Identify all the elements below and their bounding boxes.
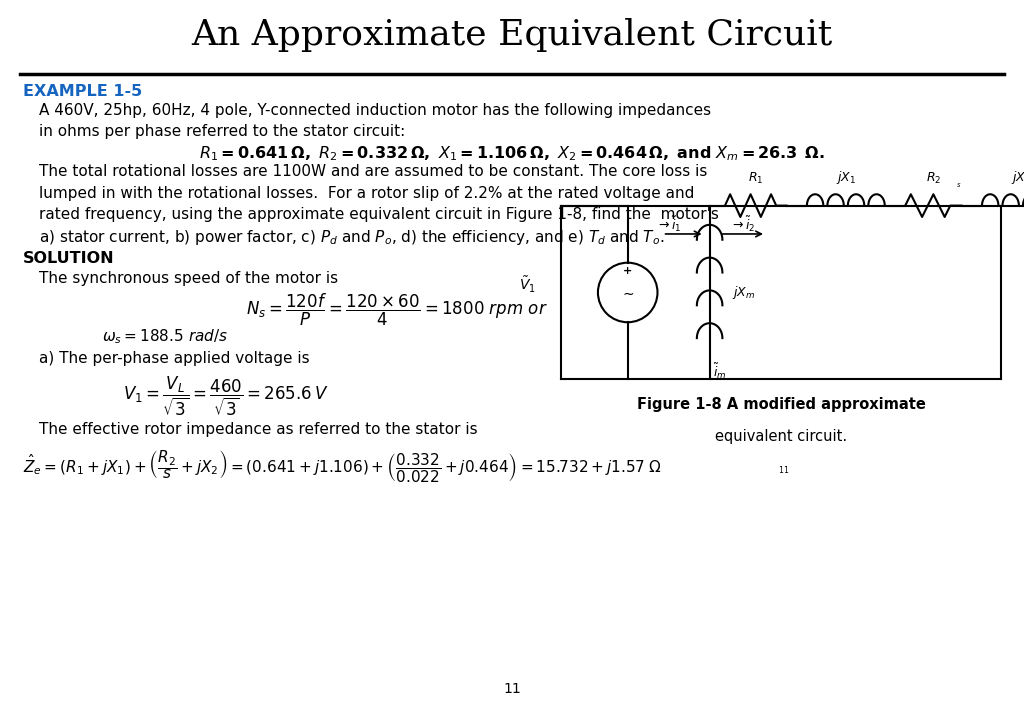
- Text: SOLUTION: SOLUTION: [23, 251, 114, 266]
- Text: The total rotational losses are 1100W and are assumed to be constant. The core l: The total rotational losses are 1100W an…: [39, 164, 708, 179]
- Text: EXAMPLE 1-5: EXAMPLE 1-5: [23, 84, 141, 99]
- Text: $\rightarrow\tilde{i}_2$: $\rightarrow\tilde{i}_2$: [730, 214, 756, 234]
- Text: $jX_2$: $jX_2$: [1011, 169, 1024, 186]
- Text: $R_1$: $R_1$: [748, 171, 764, 186]
- Text: a) The per-phase applied voltage is: a) The per-phase applied voltage is: [39, 351, 309, 366]
- Text: $N_s = \dfrac{120f}{P} = \dfrac{120 \times 60}{4} = 1800\ rpm\ \mathit{or}$: $N_s = \dfrac{120f}{P} = \dfrac{120 \tim…: [246, 292, 548, 328]
- Text: Figure 1-8 A modified approximate: Figure 1-8 A modified approximate: [637, 397, 926, 412]
- Text: 11: 11: [503, 682, 521, 696]
- Text: $\hat{Z}_e = \left(R_1 + jX_1\right)+\left(\dfrac{R_2}{s} + jX_2\right)=\left(0.: $\hat{Z}_e = \left(R_1 + jX_1\right)+\le…: [23, 448, 662, 484]
- Text: The synchronous speed of the motor is: The synchronous speed of the motor is: [39, 271, 338, 286]
- Text: $\tilde{i}_m$: $\tilde{i}_m$: [713, 362, 726, 381]
- Text: $_{11}$: $_{11}$: [778, 464, 790, 476]
- Text: in ohms per phase referred to the stator circuit:: in ohms per phase referred to the stator…: [39, 124, 406, 139]
- Text: $\rightarrow\tilde{i}_1$: $\rightarrow\tilde{i}_1$: [655, 214, 682, 234]
- Text: $R_2$: $R_2$: [926, 171, 941, 186]
- Text: $\omega_s = 188.5\ rad / s$: $\omega_s = 188.5\ rad / s$: [102, 328, 228, 346]
- Text: $\tilde{V}_1$: $\tilde{V}_1$: [519, 275, 536, 296]
- Text: a) stator current, b) power factor, c) $P_d$ and $P_o$, d) the efficiency, and e: a) stator current, b) power factor, c) $…: [39, 228, 665, 247]
- Text: $jX_1$: $jX_1$: [836, 169, 856, 186]
- Text: lumped in with the rotational losses.  For a rotor slip of 2.2% at the rated vol: lumped in with the rotational losses. Fo…: [39, 186, 694, 201]
- Text: $\sim$: $\sim$: [621, 286, 635, 299]
- Text: rated frequency, using the approximate equivalent circuit in Figure 1-8, find th: rated frequency, using the approximate e…: [39, 207, 719, 222]
- Text: $_s$: $_s$: [956, 180, 962, 190]
- Text: A 460V, 25hp, 60Hz, 4 pole, Y-connected induction motor has the following impeda: A 460V, 25hp, 60Hz, 4 pole, Y-connected …: [39, 103, 711, 118]
- Text: +: +: [623, 266, 633, 277]
- Text: equivalent circuit.: equivalent circuit.: [715, 429, 848, 444]
- Text: $jX_m$: $jX_m$: [732, 284, 756, 301]
- Text: $\mathit{R}_1\mathbf{= 0.641\,\Omega,}\ $$\mathit{R}_2\mathbf{= 0.332\,\Omega,}\: $\mathit{R}_1\mathbf{= 0.641\,\Omega,}\ …: [199, 144, 825, 162]
- Text: An Approximate Equivalent Circuit: An Approximate Equivalent Circuit: [191, 18, 833, 52]
- Text: $V_1 = \dfrac{V_L}{\sqrt{3}} = \dfrac{460}{\sqrt{3}} = 265.6\,V$: $V_1 = \dfrac{V_L}{\sqrt{3}} = \dfrac{46…: [123, 374, 329, 418]
- Text: The effective rotor impedance as referred to the stator is: The effective rotor impedance as referre…: [39, 422, 477, 437]
